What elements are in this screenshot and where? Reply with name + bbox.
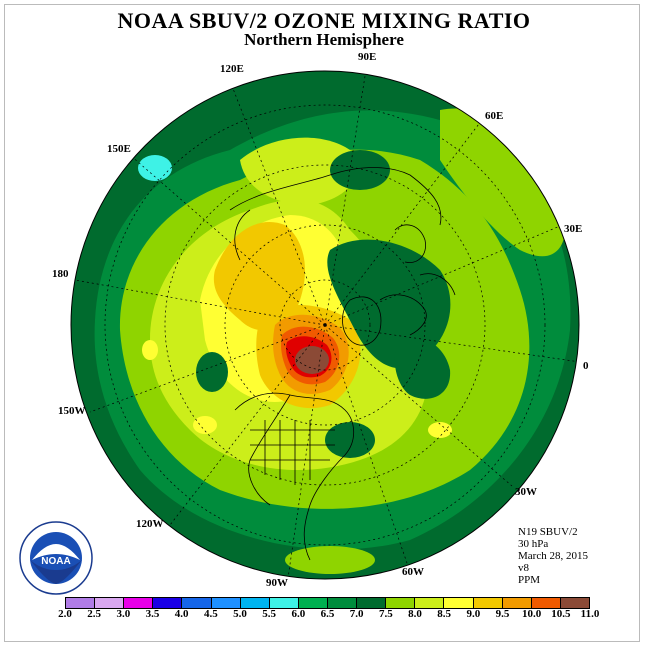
- product-info: N19 SBUV/2 30 hPa March 28, 2015 v8 PPM: [518, 526, 588, 586]
- label-lon-120e: 120E: [220, 63, 244, 75]
- coastline-usa-grid: [250, 420, 335, 485]
- label-lon-0: 0: [583, 360, 589, 372]
- latitude-circle-20: [104, 104, 546, 546]
- ozone-contour-7-5-east: [440, 108, 566, 257]
- label-lon-120w: 120W: [136, 518, 164, 530]
- colorbar-tick-labels: 2.0 2.5 3.0 3.5 4.0 4.5 5.0 5.5 6.0 6.5 7.0 7.5 8.0 8…: [0, 608, 648, 624]
- ozone-contour-8-0-north: [240, 137, 358, 205]
- latitude-circle-40: [164, 164, 486, 486]
- info-version: v8: [518, 562, 529, 574]
- map-boundary: [70, 70, 580, 580]
- map-subtitle: Northern Hemisphere: [244, 30, 404, 49]
- colorbar-tick-label: 6.0: [291, 608, 306, 620]
- meridian-90e: [324, 71, 367, 326]
- label-lon-30e: 30E: [564, 223, 583, 235]
- label-lon-60e: 60E: [485, 110, 504, 122]
- colorbar-tick-label: 9.0: [466, 608, 481, 620]
- colorbar-tick-label: 2.5: [87, 608, 102, 620]
- label-lon-150w: 150W: [58, 405, 86, 417]
- coastline-asia: [229, 167, 442, 261]
- ozone-minimum-siberia: [330, 150, 390, 190]
- colorbar-swatch: [66, 598, 96, 608]
- colorbar-swatch: [560, 598, 589, 608]
- meridian-150w: [89, 324, 326, 413]
- colorbar-swatch: [444, 598, 474, 608]
- noaa-logo: NOAA: [19, 521, 93, 595]
- colorbar-swatch: [415, 598, 445, 608]
- map-title: NOAA SBUV/2 OZONE MIXING RATIO: [117, 8, 531, 33]
- label-lon-60w: 60W: [402, 566, 424, 578]
- colorbar-tick-label: 10.0: [522, 608, 542, 620]
- ozone-minimum-pacific: [196, 352, 228, 392]
- meridian-180: [74, 279, 326, 326]
- colorbar-tick-label: 9.5: [495, 608, 510, 620]
- colorbar-tick-label: 8.0: [408, 608, 422, 620]
- colorbar-tick-label: 7.0: [349, 608, 364, 620]
- ozone-contour-9-0: [213, 222, 305, 331]
- label-lon-90w: 90W: [266, 577, 288, 589]
- info-level: 30 hPa: [518, 538, 549, 550]
- label-lon-90e: 90E: [358, 51, 377, 63]
- colorbar-tick-label: 3.0: [116, 608, 131, 620]
- label-lon-150e: 150E: [107, 143, 131, 155]
- colorbar-tick-label: 5.0: [233, 608, 247, 620]
- colorbar-swatch: [298, 598, 328, 608]
- info-date: March 28, 2015: [518, 550, 588, 562]
- colorbar-tick-label: 11.0: [580, 608, 600, 620]
- ozone-patch-8-5-atlantic: [428, 422, 452, 438]
- meridian-150e: [129, 154, 326, 326]
- colorbar-swatch: [240, 598, 270, 608]
- colorbar-swatch: [95, 598, 125, 608]
- meridian-120w: [169, 324, 326, 526]
- meridian-30w: [324, 324, 513, 487]
- colorbar-tick-label: 5.5: [262, 608, 277, 620]
- latitude-circle-60: [224, 224, 426, 426]
- colorbar-swatch: [182, 598, 212, 608]
- label-lon-180: 180: [52, 268, 69, 280]
- colorbar-tick-label: 4.0: [174, 608, 189, 620]
- logo-noaa-text: NOAA: [41, 556, 70, 567]
- colorbar-tick-label: 2.0: [58, 608, 72, 620]
- colorbar-tick-label: 3.5: [145, 608, 160, 620]
- colorbar-swatch: [269, 598, 299, 608]
- ozone-minimum-north-atlantic: [394, 336, 451, 399]
- ozone-patch-6-0-east-asia: [138, 155, 172, 181]
- coastline-europe-north: [394, 224, 426, 263]
- colorbar-tick-label: 10.5: [551, 608, 571, 620]
- meridian-60e: [324, 115, 486, 326]
- colorbar-tick-label: 7.5: [378, 608, 393, 620]
- ozone-minimum-canada: [325, 422, 375, 458]
- ozone-patch-7-5-south: [285, 546, 375, 574]
- ozone-minimum-arctic: [327, 239, 451, 369]
- colorbar-tick-label: 8.5: [437, 608, 452, 620]
- ozone-patch-8-5-pacific: [193, 416, 217, 434]
- colorbar-swatch: [357, 598, 387, 608]
- graticule: [74, 71, 579, 579]
- ozone-patch-8-5-west: [142, 340, 158, 360]
- colorbar-tick-label: 6.5: [320, 608, 335, 620]
- colorbar-swatch: [531, 598, 561, 608]
- coastline-greenland: [342, 296, 382, 346]
- info-units: PPM: [518, 574, 541, 586]
- latitude-circle-80: [279, 279, 371, 371]
- colorbar-swatch: [327, 598, 358, 608]
- coastline-europe: [379, 273, 456, 336]
- label-lon-30w: 30W: [515, 486, 537, 498]
- colorbar-swatch: [211, 598, 241, 608]
- colorbar-swatch: [153, 598, 183, 608]
- colorbar-swatch: [386, 598, 416, 608]
- colorbar-swatch: [502, 598, 532, 608]
- coastlines: [229, 167, 456, 561]
- colorbar-tick-label: 4.5: [203, 608, 218, 620]
- colorbar-swatch: [473, 598, 503, 608]
- info-satellite: N19 SBUV/2: [518, 526, 578, 538]
- colorbar: [65, 597, 590, 609]
- colorbar-swatch: [124, 598, 154, 608]
- figure-frame: [4, 4, 640, 642]
